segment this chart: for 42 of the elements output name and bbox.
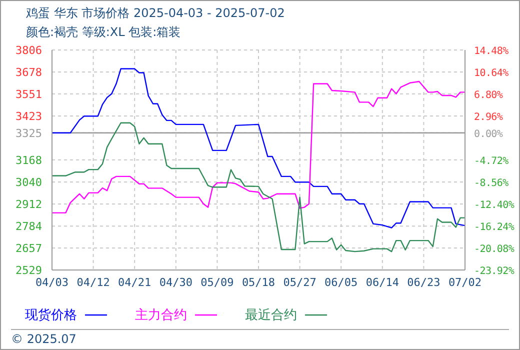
y-tick-label: 3678	[16, 66, 42, 80]
y-tick-label: 2529	[16, 264, 42, 277]
y2-tick-label: -12.40%	[474, 200, 514, 211]
text: © 2025.07	[11, 332, 76, 346]
y-tick-label: 3806	[16, 44, 42, 57]
y2-tick-label: -4.72%	[474, 156, 509, 167]
x-tick-label: 05/09	[200, 276, 234, 289]
x-tick-label: 05/18	[242, 276, 276, 289]
y-tick-label: 2912	[16, 198, 42, 212]
y-tick-label: 2784	[16, 220, 42, 234]
x-tick-label: 04/21	[118, 276, 152, 289]
chart-subtitle: 颜色:褐壳 等级:XL 包装:箱装	[26, 24, 181, 41]
y-tick-label: 3325	[16, 126, 42, 140]
y2-tick-label: 2.96%	[474, 112, 503, 123]
line-series	[52, 68, 465, 228]
legend-label: 主力合约	[135, 307, 187, 324]
y-tick-label: 3423	[16, 110, 42, 123]
y2-tick-label: 0.00%	[474, 128, 503, 140]
x-tick-label: 05/27	[283, 276, 316, 289]
y2-tick-label: -23.92%	[474, 266, 514, 277]
line-series	[52, 80, 465, 214]
y2-tick-label: -20.08%	[474, 244, 514, 255]
y2-tick-label: 10.64%	[474, 68, 509, 79]
y2-tick-label: -16.24%	[474, 222, 514, 233]
x-tick-label: 06/23	[407, 276, 440, 289]
x-tick-label: 04/12	[76, 276, 110, 289]
x-tick-label: 07/02	[448, 276, 482, 289]
line-series	[52, 122, 465, 252]
x-tick-label: 04/03	[35, 276, 69, 289]
y2-tick-label: 6.80%	[474, 90, 503, 101]
legend-label: 最近合约	[245, 307, 297, 324]
y-tick-label: 3551	[16, 88, 42, 101]
x-tick-label: 06/05	[324, 276, 358, 289]
x-tick-label: 04/30	[159, 276, 192, 289]
chart-title: 鸡蛋 华东 市场价格 2025-04-03 - 2025-07-02	[26, 5, 285, 22]
legend-label: 现货价格	[25, 307, 77, 324]
y2-tick-label: 14.48%	[474, 46, 509, 57]
y-tick-label: 3040	[16, 176, 42, 189]
y-tick-label: 2657	[16, 242, 42, 255]
y-tick-label: 3168	[16, 154, 42, 167]
x-tick-label: 06/14	[366, 276, 400, 289]
y2-tick-label: -8.56%	[474, 178, 509, 189]
